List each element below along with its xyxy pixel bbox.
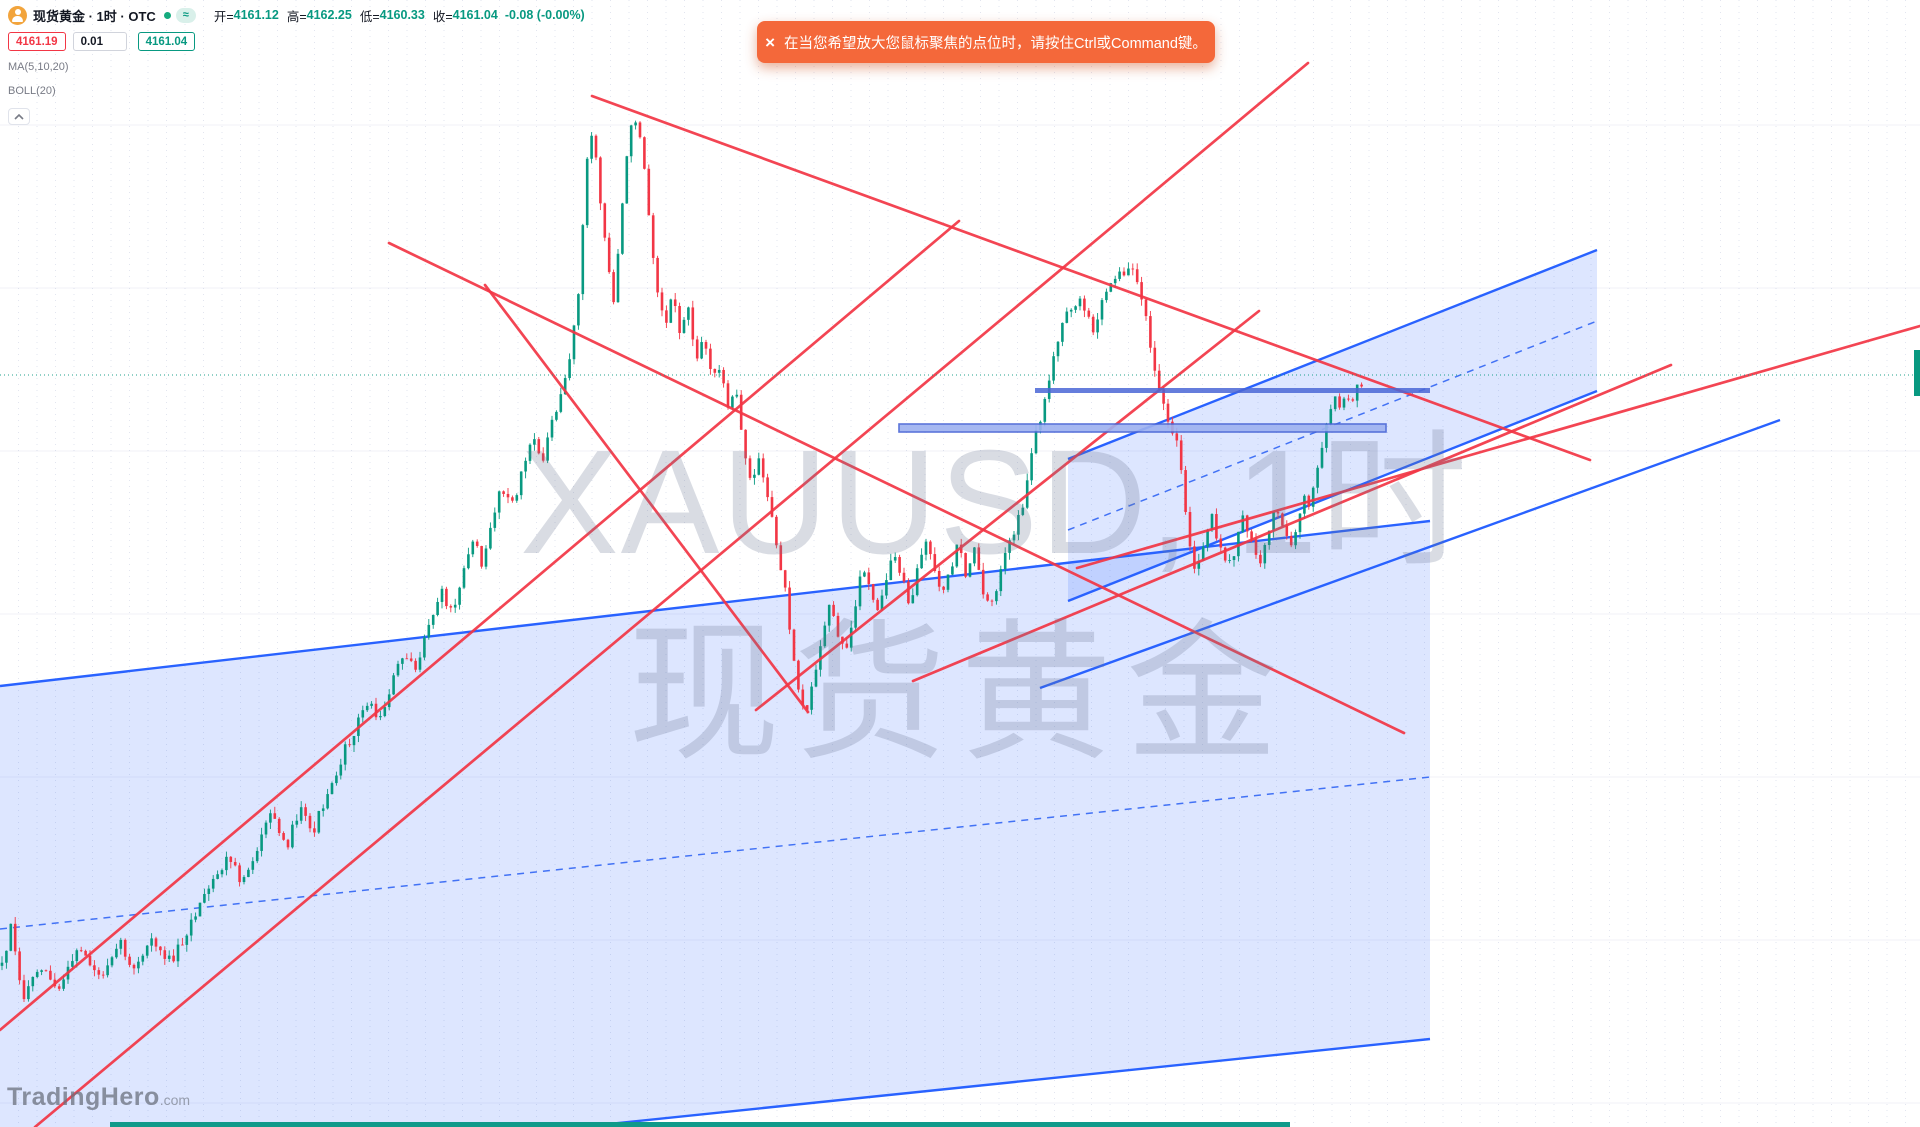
red-trendline[interactable] [911,363,1673,683]
candlestick-series [0,120,1363,1003]
lower-channel-median-dashed-line[interactable] [0,776,1431,930]
banner-text: 在当您希望放大您鼠标聚焦的点位时，请按住Ctrl或Command键。 [784,35,1207,52]
low-label: 低= [359,9,380,24]
upper-channel-median-dashed-line[interactable] [1067,320,1598,531]
ohlc-readout: 开= 4161.12 高= 4162.25 低= 4160.33 收= 4161.04 … [206,6,585,25]
symbol-toolbar: 现货黄金 · 1时 · OTC ≈ 开= 4161.12 高= 4162.25 低=… [8,5,585,125]
red-trendline[interactable] [483,283,810,714]
blue-trendline[interactable] [1039,418,1781,690]
red-trendline[interactable] [33,61,1310,1127]
open-value: 4161.12 [233,8,279,22]
chevron-up-icon [14,113,24,120]
red-trendline[interactable] [0,219,961,1032]
approx-badge-icon[interactable]: ≈ [175,7,196,23]
red-trendline[interactable] [754,309,1261,712]
lower-channel-top-line[interactable] [0,519,1431,688]
lower-channel-fill[interactable] [0,521,1430,1127]
market-status-dot-icon [163,11,171,19]
banner-close-icon[interactable]: × [765,32,775,52]
red-trendlines[interactable] [0,61,1920,1127]
lower-channel-bottom-line[interactable] [0,1037,1431,1127]
sell-price-button[interactable]: 4161.19 [8,32,66,51]
price-axis-tick [1914,350,1920,396]
tradinghero-logo: TradingHero .com [7,1083,190,1112]
high-value: 4162.25 [306,8,352,22]
resistance-level-bar[interactable] [1035,388,1430,393]
spread-value-box[interactable]: 0.01 [72,32,127,51]
red-trendline[interactable] [590,94,1592,462]
support-level-bar[interactable] [898,423,1387,433]
buy-price-button[interactable]: 4161.04 [137,32,196,51]
low-value: 4160.33 [379,8,425,22]
red-trendline[interactable] [387,241,1406,735]
close-label: 收= [432,9,453,24]
ma-indicator-label[interactable]: MA(5,10,20) [8,61,69,73]
horizontal-level-bars[interactable] [898,388,1430,433]
current-price-line [0,350,1920,396]
symbol-title[interactable]: 现货黄金 · 1时 · OTC [33,8,156,24]
collapse-toolbar-button[interactable] [8,108,30,125]
high-label: 高= [286,9,307,24]
brand-suffix: .com [159,1092,191,1108]
bottom-scroll-bar[interactable] [110,1122,1290,1127]
gold-symbol-icon[interactable] [8,5,27,25]
red-trendline[interactable] [1075,324,1920,570]
change-value: -0.08 (-0.00%) [504,8,585,22]
blue-trendlines[interactable] [1039,418,1781,690]
close-value: 4161.04 [452,8,498,22]
open-label: 开= [213,9,234,24]
brand-name: TradingHero [7,1083,160,1111]
hint-banner: × 在当您希望放大您鼠标聚焦的点位时，请按住Ctrl或Command键。 [757,21,1215,63]
boll-indicator-label[interactable]: BOLL(20) [8,85,56,97]
